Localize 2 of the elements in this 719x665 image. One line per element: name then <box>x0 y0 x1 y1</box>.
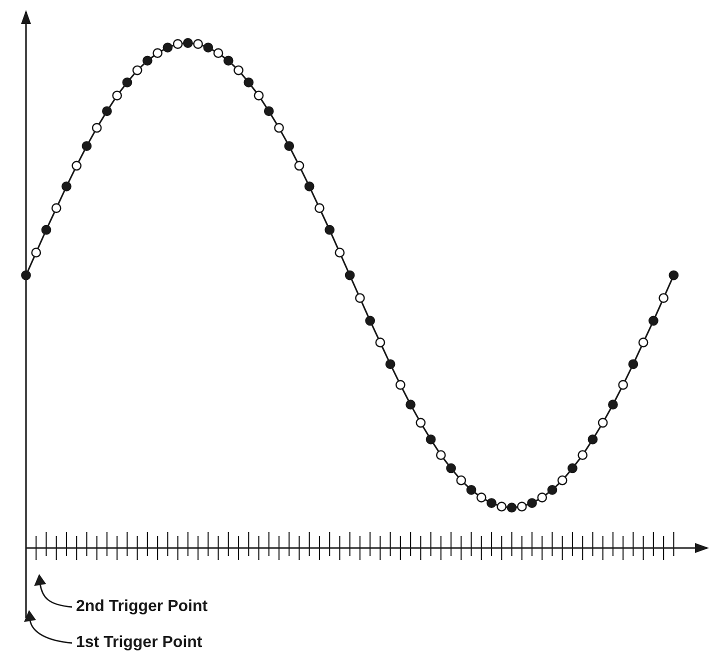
text: 1st Trigger Point <box>76 634 203 651</box>
text: 2nd Trigger Point <box>76 598 208 615</box>
